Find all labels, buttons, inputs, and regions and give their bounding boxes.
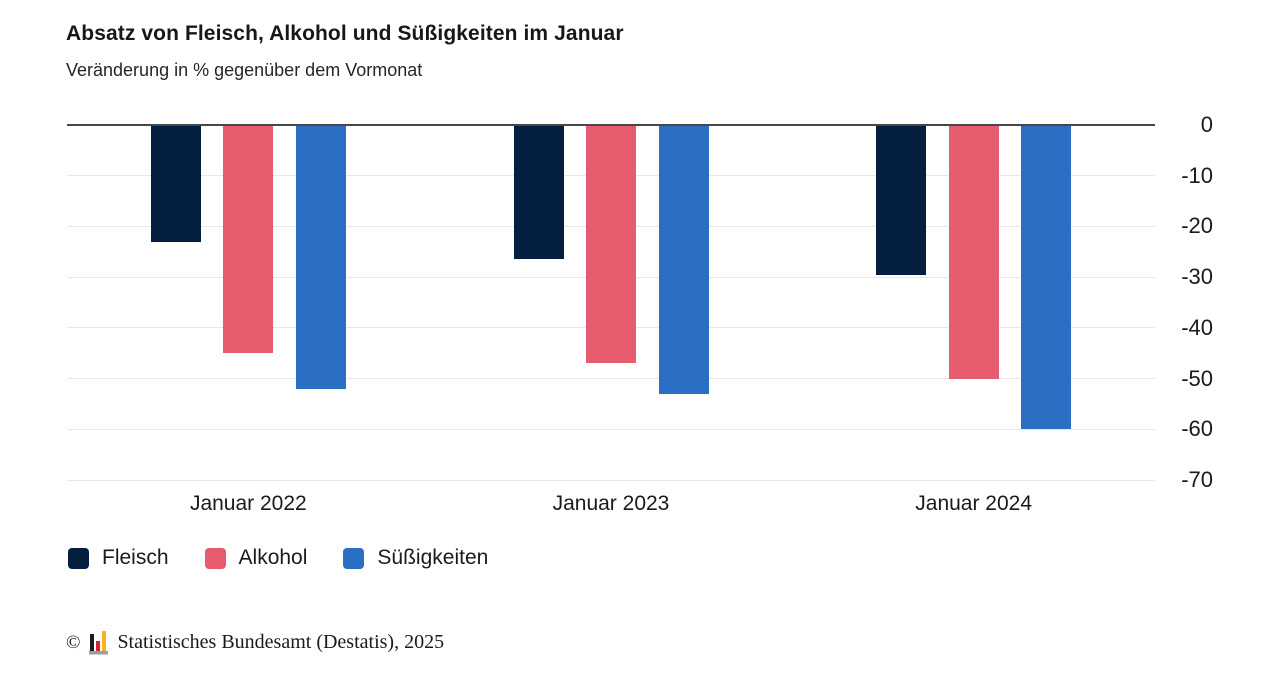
legend-label-fleisch: Fleisch <box>102 546 169 569</box>
legend-label-suessigkeiten: Süßigkeiten <box>377 546 489 569</box>
y-tick-label: 0 <box>1200 112 1213 137</box>
chart-subtitle: Veränderung in % gegenüber dem Vormonat <box>66 60 423 80</box>
x-axis-label-januar-2024: Januar 2024 <box>915 492 1033 515</box>
x-axis-label-januar-2022: Januar 2022 <box>189 492 307 515</box>
y-tick-label: -30 <box>1181 264 1213 290</box>
y-tick-label: -50 <box>1181 365 1213 391</box>
y-tick-label: -40 <box>1181 314 1213 340</box>
bar-fleisch-januar-2022 <box>150 125 201 242</box>
copyright-symbol: © <box>66 631 81 653</box>
legend-item-fleisch: Fleisch <box>68 546 169 570</box>
gridline <box>67 378 1155 380</box>
bar-alkohol-januar-2023 <box>586 125 636 364</box>
y-tick-label: -20 <box>1181 213 1213 239</box>
source-text: Statistisches Bundesamt (Destatis), 2025 <box>117 631 445 653</box>
bar-fleisch-januar-2023 <box>513 125 564 260</box>
legend-swatch-fleisch <box>68 547 89 569</box>
legend-item-suessigkeiten: Süßigkeiten <box>343 546 488 570</box>
zero-axis-line <box>67 124 1155 126</box>
bar-suessigkeiten-januar-2022 <box>295 125 346 389</box>
y-tick-label: -70 <box>1181 467 1213 492</box>
bar-alkohol-januar-2024 <box>948 125 999 379</box>
bar-alkohol-januar-2022 <box>223 125 274 354</box>
bar-suessigkeiten-januar-2023 <box>658 125 709 394</box>
legend: Fleisch Alkohol Süßigkeiten <box>68 546 488 570</box>
destatis-logo-icon <box>89 631 109 655</box>
y-tick-label: -60 <box>1181 416 1213 442</box>
bar-fleisch-januar-2024 <box>876 125 927 275</box>
y-tick-label: -10 <box>1181 162 1213 188</box>
x-axis-label-januar-2023: Januar 2023 <box>552 492 670 515</box>
legend-item-alkohol: Alkohol <box>204 546 308 570</box>
bar-suessigkeiten-januar-2024 <box>1021 125 1072 430</box>
chart-title: Absatz von Fleisch, Alkohol und Süßigkei… <box>66 22 624 45</box>
source-line: © Statistisches Bundesamt (Destatis), 20… <box>66 630 444 655</box>
gridline <box>67 428 1155 430</box>
legend-label-alkohol: Alkohol <box>238 546 308 569</box>
legend-swatch-suessigkeiten <box>343 547 365 569</box>
legend-swatch-alkohol <box>204 547 226 569</box>
gridline <box>67 479 1155 481</box>
